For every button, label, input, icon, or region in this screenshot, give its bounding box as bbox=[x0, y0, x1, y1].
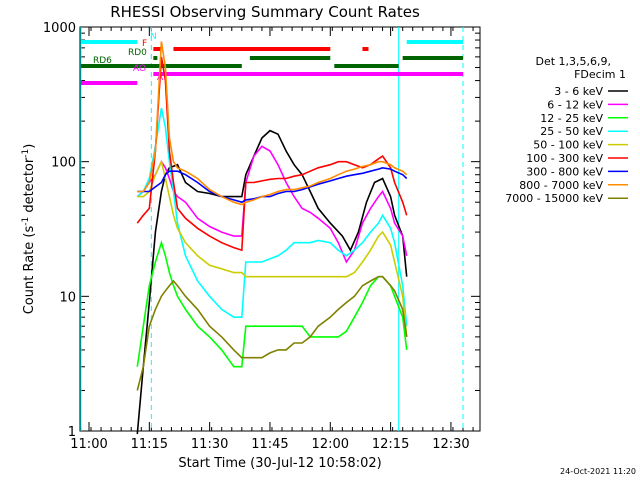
series-lines bbox=[136, 41, 408, 435]
series-line bbox=[136, 145, 408, 264]
legend-entry-label: 25 - 50 keV bbox=[540, 125, 603, 138]
flag-label: F bbox=[142, 39, 147, 49]
x-tick-label: 11:45 bbox=[251, 437, 288, 452]
timestamp-label: 24-Oct-2021 11:20 bbox=[560, 467, 636, 476]
flag-label: RD0 bbox=[128, 48, 147, 58]
legend-header-detectors: Det 1,3,5,6,9, bbox=[535, 55, 611, 68]
x-tick-label: 11:15 bbox=[131, 437, 168, 452]
flag-label: RD6 bbox=[93, 56, 112, 66]
y-tick-label: 1 bbox=[68, 425, 76, 440]
y-axis-label: Count Rate (s-1 detector-1) bbox=[21, 144, 37, 315]
y-axis-label-end: ) bbox=[22, 144, 37, 149]
legend-entry-label: 100 - 300 keV bbox=[526, 152, 603, 165]
x-tick-label: 12:30 bbox=[432, 437, 469, 452]
legend-entry-label: 3 - 6 keV bbox=[554, 85, 603, 98]
legend-entry-label: 50 - 100 keV bbox=[533, 139, 603, 152]
x-tick-label: 11:00 bbox=[70, 437, 107, 452]
y-tick-label: 100 bbox=[51, 156, 76, 171]
y-tick-label: 1000 bbox=[43, 21, 76, 36]
series-line bbox=[136, 275, 408, 391]
series-line bbox=[136, 239, 408, 368]
y-axis-label-sup2: -1 bbox=[21, 149, 31, 158]
vertical-markers bbox=[80, 27, 464, 431]
legend-entry-label: 12 - 25 keV bbox=[540, 112, 603, 125]
legend-header-decim: FDecim 1 bbox=[574, 68, 626, 81]
x-axis-label: Start Time (30-Jul-12 10:58:02) bbox=[178, 456, 381, 471]
y-tick-label: 10 bbox=[59, 290, 76, 305]
series-line bbox=[137, 41, 408, 206]
y-axis-label-main: Count Rate (s bbox=[22, 226, 37, 315]
x-tick-label: 12:15 bbox=[372, 437, 409, 452]
x-tick-label: 12:00 bbox=[312, 437, 349, 452]
chart-title: RHESSI Observing Summary Count Rates bbox=[110, 3, 420, 21]
x-tick-labels: 11:00 11:15 11:30 11:45 12:00 12:15 12:30 bbox=[70, 437, 469, 452]
axis-ticks bbox=[80, 26, 480, 432]
legend-entry-label: 800 - 7000 keV bbox=[519, 179, 603, 192]
series-line bbox=[137, 166, 408, 204]
series-line bbox=[136, 107, 408, 327]
y-axis-label-sup1: -1 bbox=[21, 217, 31, 226]
flag-label: AO bbox=[133, 64, 146, 74]
series-line bbox=[137, 159, 408, 337]
legend-entry-label: 6 - 12 keV bbox=[547, 98, 603, 111]
x-tick-label: 11:30 bbox=[191, 437, 228, 452]
series-line bbox=[136, 129, 408, 435]
legend-entry-label: 300 - 800 keV bbox=[526, 165, 603, 178]
y-axis-label-mid: detector bbox=[22, 157, 37, 217]
flag-label: N bbox=[150, 32, 157, 42]
legend-entry-label: 7000 - 15000 keV bbox=[505, 192, 603, 205]
y-tick-labels: 1 10 100 1000 bbox=[43, 21, 76, 440]
plot-frame bbox=[79, 26, 481, 432]
